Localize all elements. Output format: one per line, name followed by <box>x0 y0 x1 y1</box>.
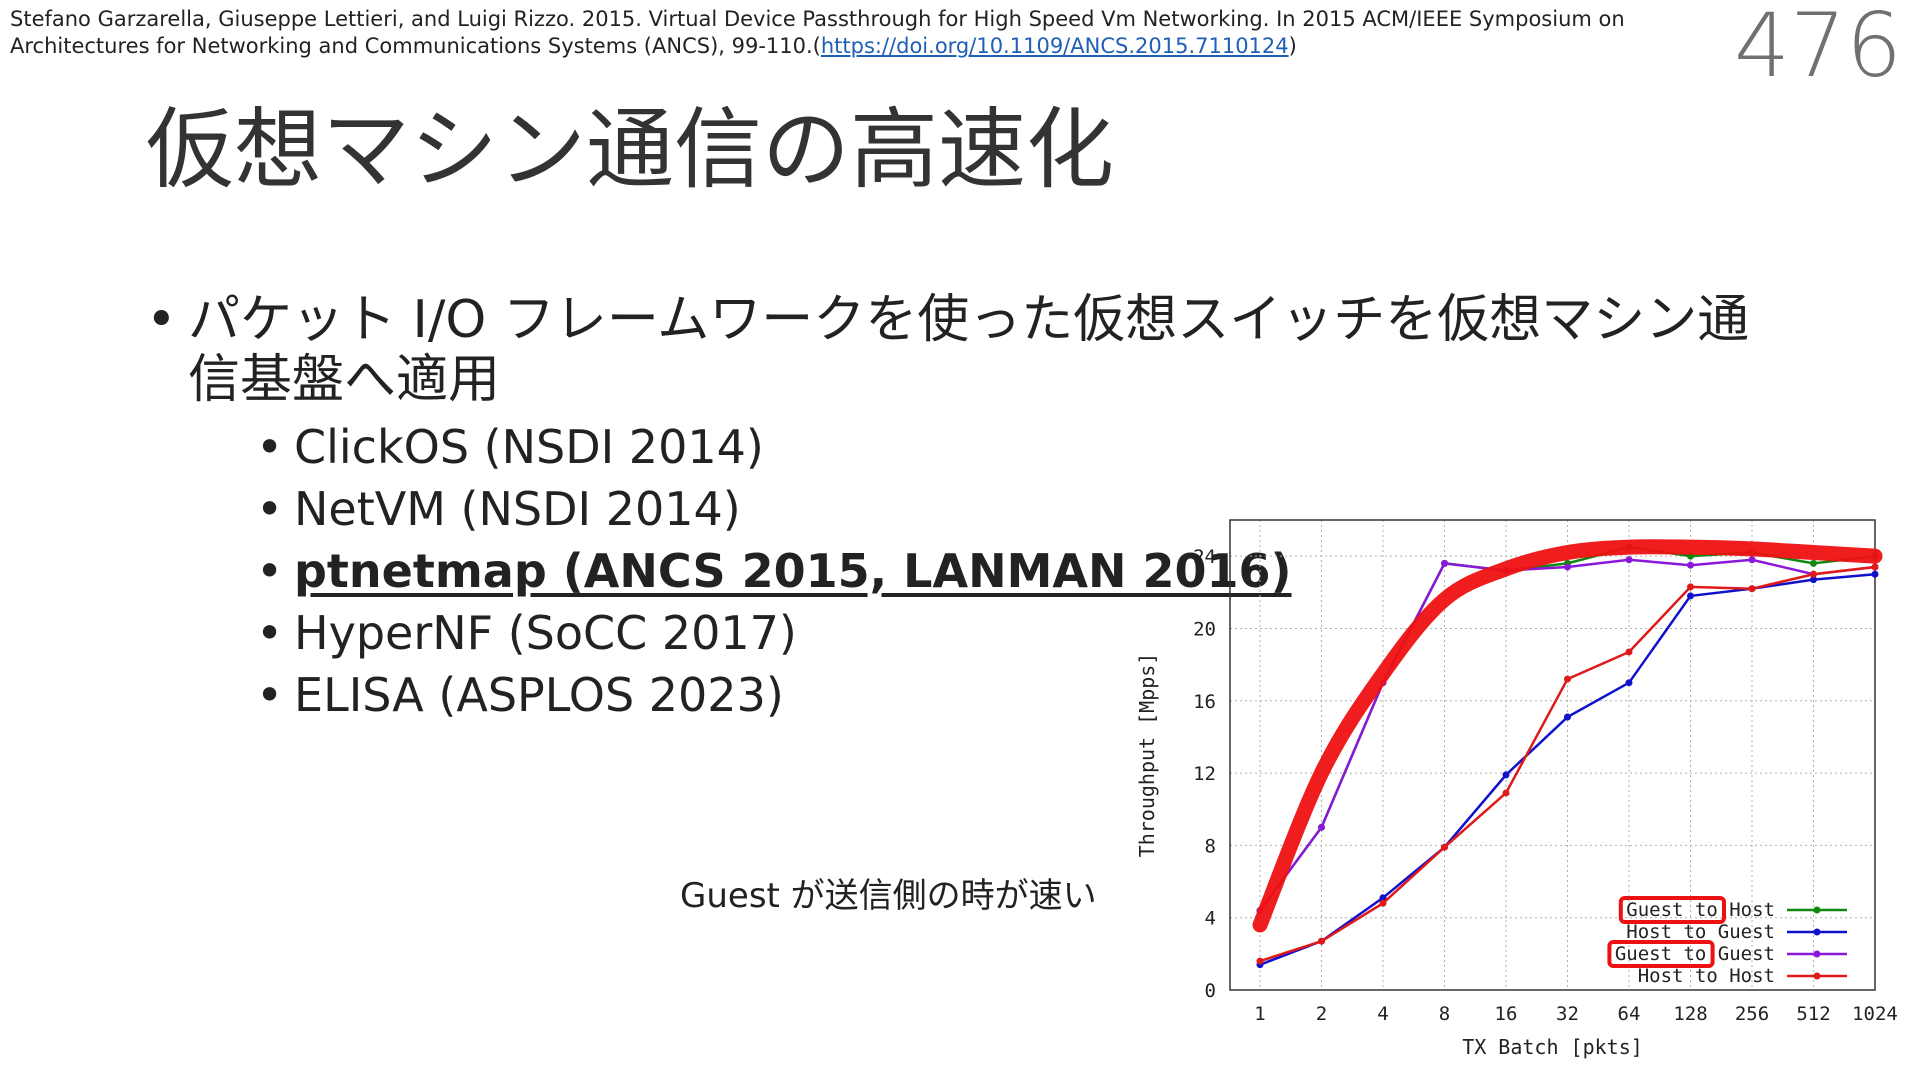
data-point-host-to-guest <box>1625 679 1633 687</box>
annotation-trend-stroke <box>1252 539 1883 933</box>
y-tick-label: 0 <box>1205 980 1216 1002</box>
data-point-guest-to-guest <box>1318 823 1325 831</box>
y-tick-label: 24 <box>1193 546 1216 568</box>
data-point-guest-to-guest <box>1748 556 1756 564</box>
data-point-host-to-host <box>1748 585 1756 593</box>
sub-bullet: • NetVM (NSDI 2014) <box>256 478 1786 540</box>
y-tick-label: 4 <box>1205 908 1216 930</box>
legend-label-guest-to-host: Guest to Host <box>1626 899 1775 921</box>
data-point-guest-to-guest <box>1564 563 1571 571</box>
annotation-layer <box>1252 539 1883 933</box>
data-point-host-to-host <box>1379 899 1387 907</box>
data-point-host-to-guest <box>1687 592 1694 600</box>
sub-bullet-text: HyperNF (SoCC 2017) <box>294 606 797 660</box>
data-point-host-to-host <box>1502 789 1510 797</box>
sub-bullet-text: NetVM (NSDI 2014) <box>294 482 741 536</box>
data-point-host-to-host <box>1625 648 1633 656</box>
x-tick-label: 4 <box>1377 1003 1388 1025</box>
sub-bullet: • ClickOS (NSDI 2014) <box>256 416 1786 478</box>
sub-bullet-text: ClickOS (NSDI 2014) <box>294 420 764 474</box>
sub-bullet-list: • ClickOS (NSDI 2014) • NetVM (NSDI 2014) … <box>188 416 1786 726</box>
sub-bullet-text: ELISA (ASPLOS 2023) <box>294 668 784 722</box>
sub-bullet-highlighted: • ptnetmap (ANCS 2015, LANMAN 2016) <box>256 540 1786 602</box>
page-number: 476 <box>1734 0 1902 97</box>
data-point-guest-to-guest <box>1625 556 1633 564</box>
legend-highlight-box <box>1607 940 1715 968</box>
bullet-main-text: パケット I/O フレームワークを使った仮想スイッチを仮想マシン通信基盤へ適用 <box>188 290 1750 410</box>
legend-label-host-to-host: Host to Host <box>1638 965 1775 987</box>
x-tick-label: 8 <box>1439 1003 1450 1025</box>
x-axis-label: TX Batch [pkts] <box>1462 1035 1643 1059</box>
y-tick-label: 12 <box>1193 763 1216 785</box>
data-point-host-to-host <box>1810 570 1817 578</box>
series-layer <box>1256 543 1879 969</box>
legend-marker-guest-to-host <box>1813 906 1821 914</box>
legend-label-host-to-guest: Host to Guest <box>1626 921 1775 943</box>
plot-frame <box>1229 519 1876 991</box>
sub-bullet: • ELISA (ASPLOS 2023) <box>256 664 1786 726</box>
bullet-dot: • <box>256 606 284 660</box>
x-tick-label: 2 <box>1316 1003 1327 1025</box>
data-point-host-to-guest <box>1871 570 1879 578</box>
x-tick-label: 1024 <box>1852 1003 1898 1025</box>
bullet-dot: • <box>256 544 284 598</box>
data-point-guest-to-host <box>1810 559 1817 567</box>
x-tick-label: 128 <box>1673 1003 1707 1025</box>
bullet-dot: • <box>256 420 284 474</box>
legend-label-guest-to-guest: Guest to Guest <box>1615 943 1775 965</box>
bullet-dot: • <box>146 290 177 350</box>
legend-marker-guest-to-guest <box>1813 950 1821 958</box>
data-point-host-to-host <box>1687 583 1694 591</box>
y-tick-label: 16 <box>1193 691 1216 713</box>
bullet-dot: • <box>256 668 284 722</box>
x-tick-label: 256 <box>1735 1003 1769 1025</box>
x-tick-label: 512 <box>1796 1003 1830 1025</box>
citation: Stefano Garzarella, Giuseppe Lettieri, a… <box>10 6 1710 60</box>
citation-close: ) <box>1288 34 1297 58</box>
data-point-host-to-host <box>1441 843 1448 851</box>
slide-title: 仮想マシン通信の高速化 <box>146 98 1115 201</box>
data-point-host-to-host <box>1256 957 1264 965</box>
bullet-dot: • <box>256 482 284 536</box>
data-point-host-to-host <box>1871 563 1879 571</box>
data-point-guest-to-guest <box>1687 561 1694 569</box>
data-point-host-to-guest <box>1810 576 1817 584</box>
legend-marker-host-to-host <box>1813 972 1821 980</box>
bullet-list: • パケット I/O フレームワークを使った仮想スイッチを仮想マシン通信基盤へ適… <box>146 290 1786 726</box>
citation-text: Stefano Garzarella, Giuseppe Lettieri, a… <box>10 7 1625 58</box>
data-point-guest-to-guest <box>1441 559 1448 567</box>
data-point-host-to-guest <box>1564 713 1571 721</box>
x-tick-label: 16 <box>1495 1003 1518 1025</box>
x-tick-label: 32 <box>1556 1003 1579 1025</box>
bullet-main: • パケット I/O フレームワークを使った仮想スイッチを仮想マシン通信基盤へ適… <box>146 290 1786 726</box>
y-tick-label: 8 <box>1205 835 1216 857</box>
sub-bullet: • HyperNF (SoCC 2017) <box>256 602 1786 664</box>
y-axis-label: Throughput [Mpps] <box>1135 653 1159 858</box>
chart-caption: Guest が送信側の時が速い <box>680 876 1097 916</box>
x-tick-label: 1 <box>1254 1003 1265 1025</box>
legend-marker-host-to-guest <box>1813 928 1821 936</box>
data-point-host-to-host <box>1564 675 1571 683</box>
legend-highlight-box <box>1618 896 1726 924</box>
data-point-host-to-guest <box>1379 894 1387 902</box>
x-tick-label: 64 <box>1618 1003 1641 1025</box>
data-point-host-to-host <box>1318 937 1325 945</box>
y-tick-label: 20 <box>1193 618 1216 640</box>
sub-bullet-text: ptnetmap (ANCS 2015, LANMAN 2016) <box>294 544 1292 598</box>
data-point-host-to-guest <box>1502 771 1510 779</box>
doi-link[interactable]: https://doi.org/10.1109/ANCS.2015.711012… <box>820 34 1289 58</box>
